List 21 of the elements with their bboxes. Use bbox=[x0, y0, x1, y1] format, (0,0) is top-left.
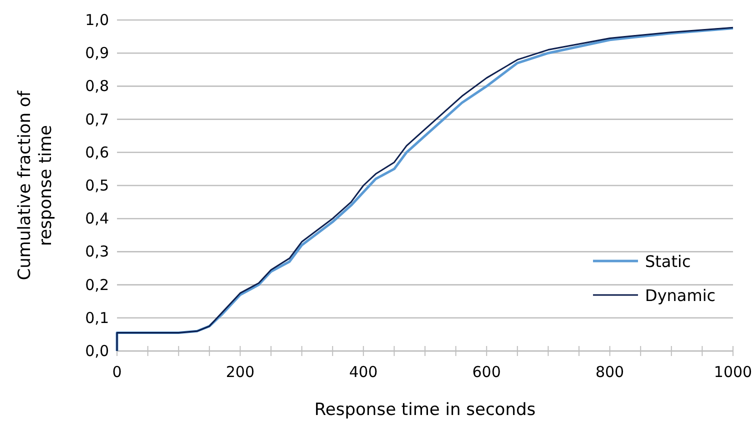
legend-label: Dynamic bbox=[645, 286, 716, 305]
y-tick-label: 0,1 bbox=[85, 308, 109, 327]
y-tick-label: 0,7 bbox=[85, 110, 109, 128]
x-tick-label: 600 bbox=[472, 363, 501, 381]
y-tick-label: 0,2 bbox=[85, 276, 109, 294]
legend-label: Static bbox=[645, 252, 691, 271]
y-tick-label: 0,4 bbox=[85, 210, 109, 228]
y-tick-label: 0,0 bbox=[85, 342, 109, 360]
y-tick-label: 0,9 bbox=[85, 44, 109, 62]
y-tick-label: 0,6 bbox=[85, 143, 109, 162]
x-tick-label: 400 bbox=[349, 363, 378, 381]
x-axis-title: Response time in seconds bbox=[314, 400, 536, 420]
x-tick-label: 200 bbox=[226, 363, 255, 381]
y-tick-label: 1,0 bbox=[85, 11, 109, 29]
x-tick-label: 0 bbox=[112, 363, 122, 381]
y-axis-title: Cumulative fraction of response time bbox=[15, 90, 56, 280]
x-tick-label: 800 bbox=[595, 363, 624, 381]
y-tick-label: 0,3 bbox=[85, 242, 109, 261]
x-tick-label: 1000 bbox=[714, 363, 752, 381]
y-tick-label: 0,8 bbox=[85, 77, 109, 96]
y-tick-label: 0,5 bbox=[85, 176, 109, 194]
